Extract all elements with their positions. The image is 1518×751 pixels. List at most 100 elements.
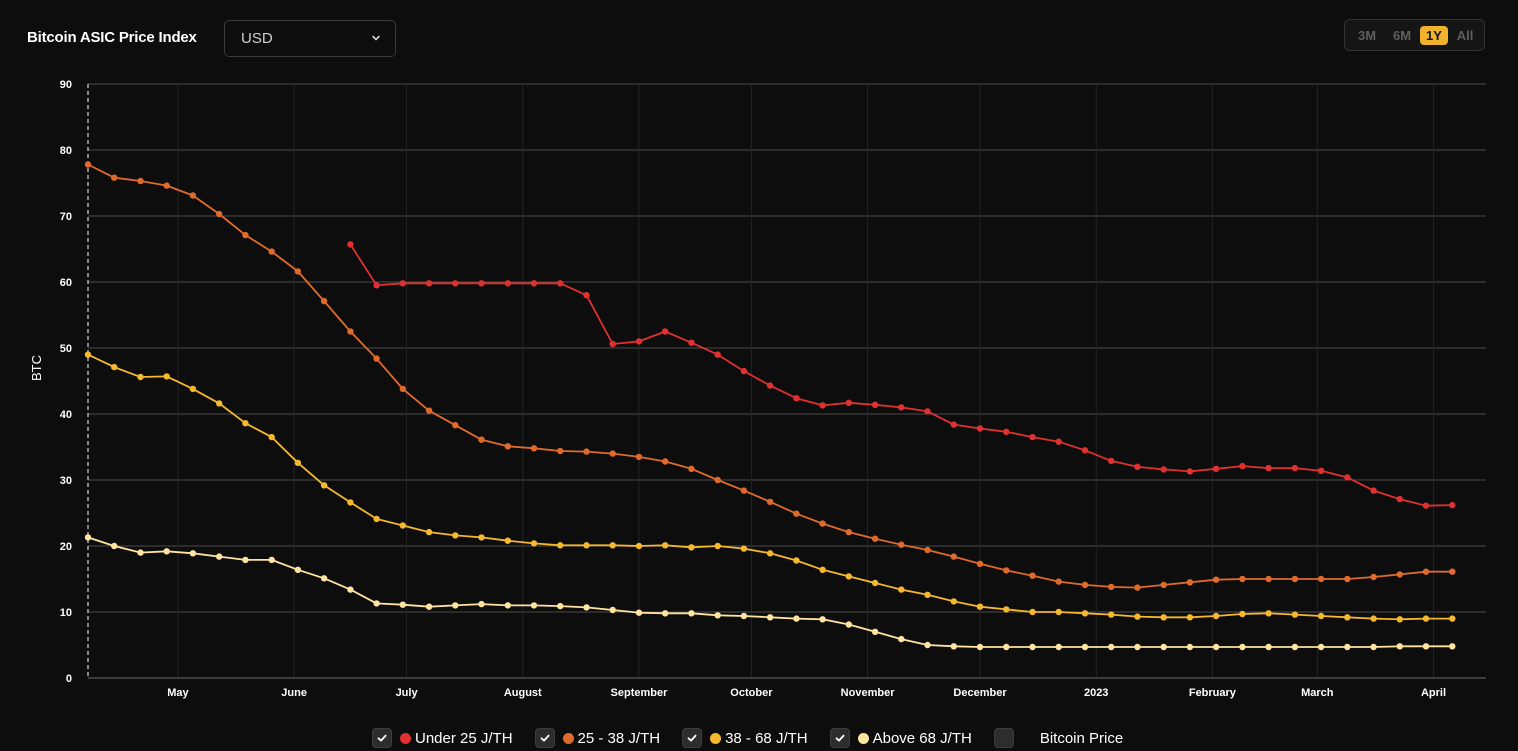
series-2-point [399,385,406,393]
series-3-point [137,373,144,381]
series-1-point [1134,463,1141,470]
series-3-point [1291,611,1299,618]
currency-value: USD [241,30,273,47]
series-2-point [924,546,931,554]
series-3-point [793,557,800,564]
series-2-point [740,487,748,494]
series-2-point [242,231,249,239]
series-2-point [662,458,669,465]
legend-label: Under 25 J/TH [415,729,513,747]
series-4-point [819,616,826,623]
legend-item-bitcoin-price[interactable]: Bitcoin Price [993,728,1123,748]
series-1-point [688,339,695,346]
legend-label: Above 68 J/TH [872,729,972,747]
legend-checkbox[interactable] [534,728,555,748]
series-4-point [1212,643,1220,651]
legend-item-under-25[interactable]: Under 25 J/TH [372,728,513,748]
series-2-point [688,465,695,472]
series-4-point [609,606,616,614]
series-2-line [87,163,1453,589]
series-2-point [504,443,511,450]
series-3-point [268,433,275,441]
x-tick-label: November [841,687,896,699]
series-4-point [478,600,485,608]
x-tick-label: June [281,687,307,699]
series-2-point [1291,575,1299,583]
series-3-point [452,532,459,539]
y-tick-label: 60 [60,277,72,289]
series-3-point [163,373,170,380]
series-2-point [320,297,328,305]
series-2-point [583,448,590,455]
legend-swatch [400,732,411,744]
series-3-point [84,351,92,358]
series-3-point [189,385,197,393]
range-button-3m[interactable]: 3M [1357,28,1377,43]
range-button-6m[interactable]: 6M [1392,28,1412,43]
series-1-point [740,367,748,375]
x-tick-label: December [953,687,1007,699]
series-3-point [1081,610,1089,617]
y-tick-label: 20 [60,541,72,553]
series-4-point [320,575,328,582]
series-3-point [373,515,380,523]
series-1-point [1055,438,1062,445]
series-2-point [609,450,616,457]
series-4-point [583,604,590,611]
series-1-point [399,280,406,287]
series-4-point [1344,643,1351,651]
range-button-1y[interactable]: 1Y [1420,26,1448,45]
series-3-point [1134,613,1141,620]
series-3-point [766,550,774,557]
series-3-point [1186,614,1194,621]
page-title: Bitcoin ASIC Price Index [27,29,197,46]
series-1-point [1108,457,1115,465]
series-2-point [1108,583,1115,591]
checkmark-icon [687,734,697,742]
series-1-point [583,292,590,299]
series-1-point [635,338,643,345]
series-4-point [1449,643,1456,650]
series-3-point [1344,614,1351,621]
series-4-point [924,641,931,649]
series-4-point [294,566,302,573]
series-1-point [793,395,800,402]
series-2-point [1055,578,1062,585]
x-tick-label: February [1189,687,1237,699]
series-2-point [425,407,433,414]
legend-checkbox[interactable] [829,728,850,748]
currency-dropdown[interactable]: USD [224,20,396,57]
series-3-point [635,542,643,550]
legend-checkbox[interactable] [372,728,392,748]
legend-item-38-68[interactable]: 38 - 68 J/TH [682,728,808,748]
series-1-point [871,401,879,408]
range-button-all[interactable]: All [1456,28,1474,43]
series-2-point [373,355,380,362]
series-1-point [819,402,826,409]
y-tick-label: 40 [60,409,72,421]
checkmark-icon [540,734,550,742]
series-4-point [268,556,275,564]
series-4-point [111,542,118,550]
series-3-point [504,537,511,544]
series-2-point [163,182,170,189]
legend-item-25-38[interactable]: 25 - 38 J/TH [534,728,660,748]
legend-checkbox[interactable] [993,728,1014,748]
series-4-point [137,549,144,556]
series-1-point [1160,466,1167,473]
series-3-point [294,459,302,466]
series-3-point [216,400,223,407]
series-4-point [1186,643,1194,651]
series-2-point [478,436,485,443]
series-4-point [793,615,800,622]
series-4-point [845,621,852,628]
series-4-point [84,534,92,541]
series-1-point [1081,447,1089,454]
series-4-point [1055,643,1062,651]
series-3-point [478,534,485,541]
legend-checkbox[interactable] [682,728,703,748]
legend-item-above-68[interactable]: Above 68 J/TH [829,728,972,748]
series-4-point [1134,643,1141,651]
series-1-point [478,280,485,287]
series-1-point [1317,467,1325,474]
